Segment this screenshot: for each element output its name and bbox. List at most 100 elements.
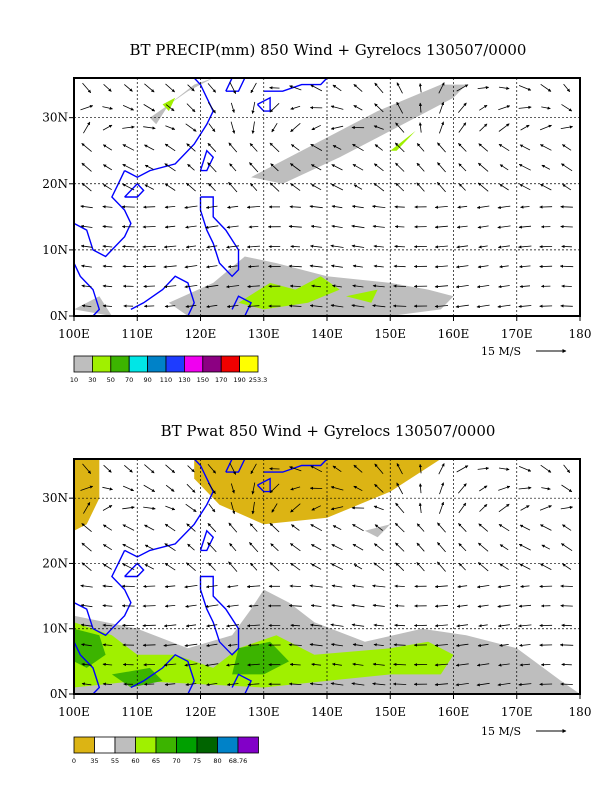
wind-vector xyxy=(205,225,219,229)
wind-vector xyxy=(124,464,133,473)
wind-vector xyxy=(143,126,156,130)
wind-vector xyxy=(434,304,449,308)
wind-vector xyxy=(541,487,551,491)
colorbar-label: 150 xyxy=(197,376,209,384)
wind-vector xyxy=(81,643,92,647)
wind-vector xyxy=(309,643,323,647)
colorbar-swatch xyxy=(237,736,259,754)
wind-vector xyxy=(247,264,259,269)
wind-vector xyxy=(226,304,239,309)
colorbar-swatch xyxy=(165,355,185,373)
coastline-9 xyxy=(124,562,145,578)
wind-vector xyxy=(142,225,156,229)
wind-vector xyxy=(395,162,405,172)
wind-vector xyxy=(142,643,156,647)
wind-vector xyxy=(164,205,176,209)
colorbar-swatch xyxy=(147,355,167,373)
wind-vector xyxy=(353,485,363,492)
wind-vector xyxy=(185,503,197,513)
wind-vector xyxy=(330,643,343,647)
wind-vector xyxy=(164,543,176,552)
wind-vector xyxy=(394,142,405,153)
wind-vector xyxy=(208,562,216,571)
wind-vector xyxy=(310,244,323,248)
wind-vector xyxy=(539,124,552,131)
wind-vector xyxy=(81,142,92,152)
wind-vector xyxy=(497,624,510,628)
y-tick-label: 30N xyxy=(42,491,68,505)
wind-vector xyxy=(102,682,113,686)
wind-vector xyxy=(80,204,93,209)
wind-vector xyxy=(144,184,154,190)
wind-vector xyxy=(102,284,113,288)
wind-vector xyxy=(291,144,300,151)
panel2-x-ticks: 100E 110E 120E 130E 140E 150E 160E 170E 180 xyxy=(58,694,591,719)
wind-vector xyxy=(269,142,280,153)
coastline-6 xyxy=(231,295,253,317)
wind-vector xyxy=(394,205,405,209)
x-tick-label: 140E xyxy=(311,705,343,719)
wind-vector xyxy=(250,82,257,94)
colorbar-label: 70 xyxy=(172,757,180,765)
wind-vector xyxy=(143,506,156,510)
colorbar-swatch xyxy=(114,736,136,754)
wind-vector xyxy=(540,144,552,151)
wind-vector xyxy=(458,563,466,571)
wind-vector xyxy=(331,563,344,570)
wind-vector xyxy=(144,464,155,474)
wind-vector xyxy=(434,584,448,589)
wind-vector xyxy=(498,467,510,471)
wind-vector xyxy=(102,244,113,248)
wind-vector xyxy=(518,486,532,490)
wind-vector xyxy=(458,143,467,152)
wind-vector xyxy=(455,683,469,687)
wind-vector xyxy=(164,604,176,608)
wind-vector xyxy=(434,682,449,687)
coastline-0 xyxy=(124,77,214,178)
x-tick-label: 160E xyxy=(438,705,470,719)
colorbar-swatch xyxy=(155,736,177,754)
wind-vector xyxy=(372,584,386,588)
wind-vector xyxy=(80,584,93,588)
wind-vector xyxy=(352,643,363,647)
wind-vector xyxy=(393,662,407,667)
wind-vector xyxy=(164,682,176,687)
wind-vector xyxy=(81,162,92,172)
wind-vector xyxy=(374,144,383,151)
colorbar-label: 130 xyxy=(178,376,190,384)
wind-vector xyxy=(540,464,552,473)
wind-vector xyxy=(82,82,92,94)
coastline-4 xyxy=(199,196,240,278)
wind-vector xyxy=(246,245,261,249)
colorbar-label: 253.3 xyxy=(249,376,268,384)
wind-vector xyxy=(311,662,322,667)
wind-vector xyxy=(207,542,217,553)
wind-vector xyxy=(418,102,423,113)
wind-vector xyxy=(310,84,323,92)
wind-vector xyxy=(270,163,279,172)
wind-vector xyxy=(416,523,425,532)
wind-vector xyxy=(331,544,343,551)
x-tick-label: 170E xyxy=(501,705,533,719)
field-region-3 xyxy=(364,524,391,538)
wind-vector xyxy=(165,484,175,492)
wind-vector xyxy=(311,164,322,171)
coastline-6 xyxy=(231,673,253,695)
wind-vector xyxy=(456,245,469,249)
wind-vector xyxy=(226,225,239,229)
wind-vector xyxy=(226,245,240,249)
wind-vector xyxy=(498,503,510,513)
wind-vector xyxy=(396,101,404,114)
wind-vector xyxy=(103,563,112,570)
wind-vector xyxy=(164,304,176,308)
wind-vector xyxy=(227,265,238,269)
wind-vector xyxy=(331,183,344,191)
wind-vector xyxy=(165,464,175,474)
wind-vector xyxy=(122,485,134,492)
wind-vector xyxy=(81,264,92,268)
wind-vector xyxy=(332,84,342,92)
wind-vector xyxy=(288,224,302,229)
wind-vector xyxy=(330,623,344,627)
wind-vector xyxy=(206,265,218,269)
